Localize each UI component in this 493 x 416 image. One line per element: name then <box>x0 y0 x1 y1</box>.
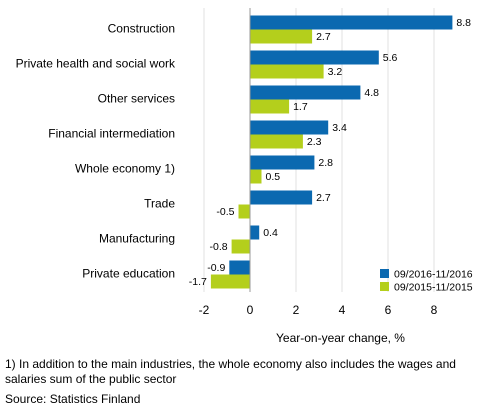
x-tick-labels: -2 0 2 4 6 8 <box>199 303 438 317</box>
data-label: -0.8 <box>210 241 228 253</box>
x-tick-label: -2 <box>199 303 210 317</box>
bar <box>250 64 324 79</box>
category-label: Trade <box>144 197 175 211</box>
x-tick-label: 2 <box>293 303 300 317</box>
x-tick-label: 0 <box>247 303 254 317</box>
bar <box>250 99 290 114</box>
data-label: 1.7 <box>293 101 308 113</box>
bar <box>231 239 250 254</box>
bar <box>250 85 361 100</box>
category-label: Private education <box>82 267 175 281</box>
data-label: -0.9 <box>207 262 225 274</box>
category-label: Other services <box>98 92 175 106</box>
bar <box>250 225 260 240</box>
category-labels: Construction Private health and social wo… <box>16 22 176 281</box>
data-label: -0.5 <box>216 206 234 218</box>
bar <box>250 120 329 135</box>
bar <box>250 50 379 65</box>
legend-swatch <box>380 282 389 291</box>
bar <box>250 155 315 170</box>
data-label: 0.4 <box>263 227 278 239</box>
category-label: Financial intermediation <box>48 127 175 141</box>
bar <box>250 15 453 30</box>
legend-label: 09/2015-11/2015 <box>394 282 473 294</box>
data-label: 4.8 <box>364 87 379 99</box>
bar <box>250 29 313 44</box>
category-label: Whole economy 1) <box>75 162 175 176</box>
bar <box>238 204 250 219</box>
legend-swatch <box>380 269 389 278</box>
footnote: 1) In addition to the main industries, t… <box>5 357 456 386</box>
data-label: 2.7 <box>316 192 331 204</box>
x-tick-label: 8 <box>431 303 438 317</box>
data-label: 5.6 <box>383 52 398 64</box>
bar <box>250 169 262 184</box>
bar <box>250 134 303 149</box>
x-tick-label: 6 <box>385 303 392 317</box>
category-label: Manufacturing <box>99 232 175 246</box>
x-axis-title: Year-on-year change, % <box>276 331 405 345</box>
category-label: Private health and social work <box>16 57 176 71</box>
data-label: 2.7 <box>316 31 331 43</box>
data-labels: 8.8 2.7 5.6 3.2 4.8 1.7 3.4 2.3 2.8 0.5 2.7 -0.5 0.4… <box>189 17 471 288</box>
data-label: 3.4 <box>332 122 347 134</box>
data-label: -1.7 <box>189 276 207 288</box>
bar <box>210 274 250 289</box>
x-tick-label: 4 <box>339 303 346 317</box>
data-label: 2.3 <box>307 136 322 148</box>
data-label: 3.2 <box>328 66 343 78</box>
bar-chart: Construction Private health and social wo… <box>16 8 473 345</box>
category-label: Construction <box>108 22 175 36</box>
legend-label: 09/2016-11/2016 <box>394 269 473 281</box>
data-label: 2.8 <box>318 157 333 169</box>
bars <box>210 15 453 289</box>
data-label: 0.5 <box>266 171 281 183</box>
bar <box>250 190 313 205</box>
data-label: 8.8 <box>456 17 471 29</box>
bar <box>229 260 250 275</box>
source-note: Source: Statistics Finland <box>5 392 141 406</box>
